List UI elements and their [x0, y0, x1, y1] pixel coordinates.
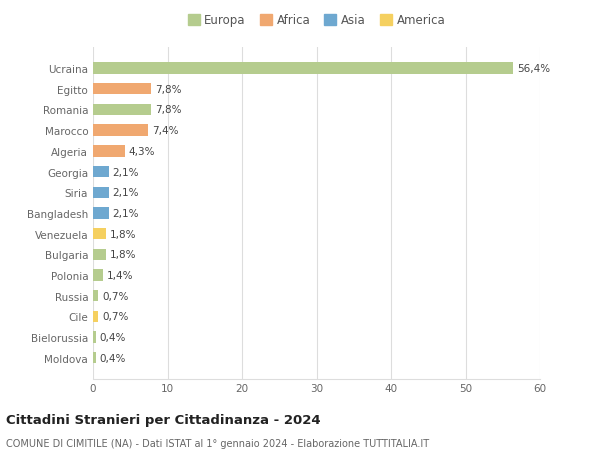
Bar	[93, 249, 106, 260]
Text: COMUNE DI CIMITILE (NA) - Dati ISTAT al 1° gennaio 2024 - Elaborazione TUTTITALI: COMUNE DI CIMITILE (NA) - Dati ISTAT al …	[6, 438, 429, 448]
Text: 2,1%: 2,1%	[112, 188, 139, 198]
Bar	[93, 208, 109, 219]
Bar	[93, 146, 125, 157]
Text: 1,8%: 1,8%	[110, 250, 137, 260]
Text: 0,4%: 0,4%	[100, 332, 126, 342]
Bar	[93, 125, 148, 136]
Text: 1,8%: 1,8%	[110, 229, 137, 239]
Bar	[93, 270, 103, 281]
Text: 0,7%: 0,7%	[102, 291, 128, 301]
Text: 2,1%: 2,1%	[112, 167, 139, 177]
Bar	[93, 63, 513, 74]
Text: 56,4%: 56,4%	[517, 64, 550, 74]
Text: 7,8%: 7,8%	[155, 105, 181, 115]
Bar	[93, 187, 109, 198]
Bar	[93, 332, 96, 343]
Text: 2,1%: 2,1%	[112, 208, 139, 218]
Text: 7,8%: 7,8%	[155, 84, 181, 95]
Text: 0,7%: 0,7%	[102, 312, 128, 322]
Bar	[93, 291, 98, 302]
Bar	[93, 229, 106, 240]
Bar	[93, 311, 98, 322]
Text: 0,4%: 0,4%	[100, 353, 126, 363]
Bar	[93, 84, 151, 95]
Bar	[93, 353, 96, 364]
Text: 1,4%: 1,4%	[107, 270, 134, 280]
Text: 7,4%: 7,4%	[152, 126, 178, 136]
Text: Cittadini Stranieri per Cittadinanza - 2024: Cittadini Stranieri per Cittadinanza - 2…	[6, 413, 320, 426]
Text: 4,3%: 4,3%	[129, 146, 155, 157]
Bar	[93, 105, 151, 116]
Legend: Europa, Africa, Asia, America: Europa, Africa, Asia, America	[188, 14, 445, 28]
Bar	[93, 167, 109, 178]
